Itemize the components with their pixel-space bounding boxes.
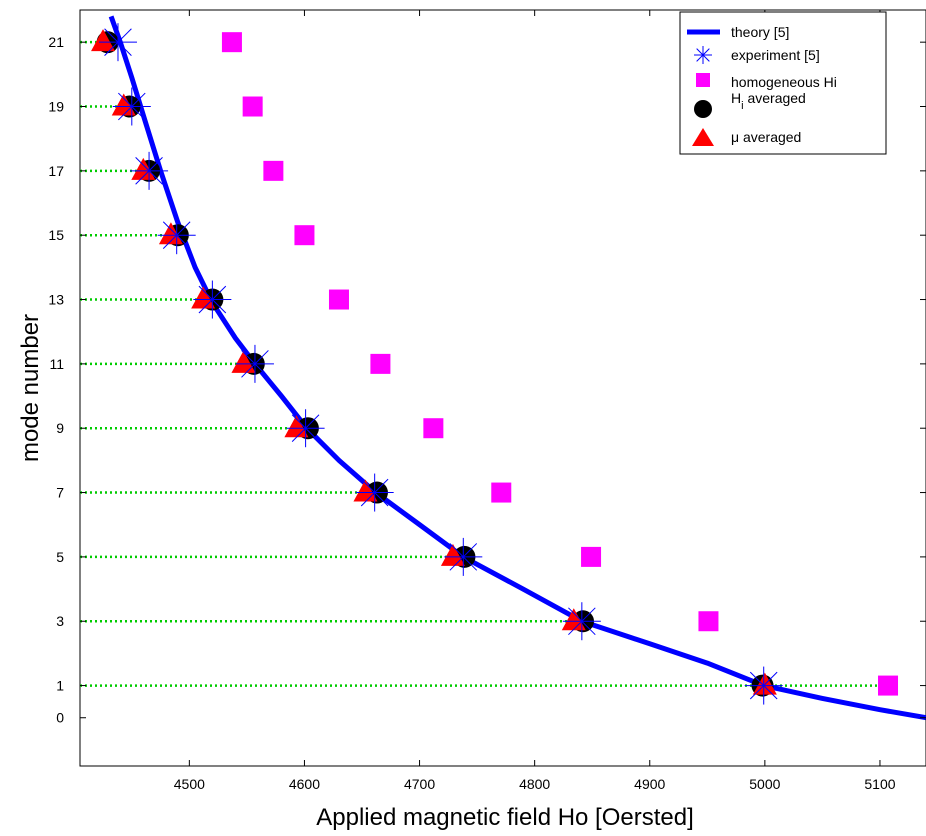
experiment-point <box>98 23 137 62</box>
experiment-point <box>744 666 783 705</box>
mu-averaged-point <box>561 608 586 631</box>
homogeneous-point <box>423 418 444 439</box>
legend: theory [5] experiment [5] homogeneous Hi… <box>679 11 887 155</box>
theory-curve <box>108 15 926 721</box>
homogeneous-point <box>263 160 284 181</box>
legend-homogeneous-label: homogeneous Hi <box>731 74 837 90</box>
x-axis-ticks: 4500 4600 4700 4800 4900 5000 5100 <box>174 10 896 792</box>
x-tick-label: 4800 <box>519 776 550 792</box>
legend-hi-label: Hi averaged <box>731 90 806 112</box>
experiment-series <box>98 23 783 705</box>
legend-mu-swatch <box>692 128 714 146</box>
x-axis-label: Applied magnetic field Ho [Oersted] <box>316 804 694 831</box>
experiment-point <box>193 280 232 319</box>
homogeneous-point <box>328 289 349 310</box>
experiment-point <box>157 216 196 255</box>
y-tick-label: 0 <box>56 710 64 726</box>
legend-hi-swatch <box>694 100 712 118</box>
x-tick-label: 5100 <box>864 776 895 792</box>
homogeneous-point <box>878 675 899 696</box>
mu-averaged-point <box>440 543 465 566</box>
experiment-point <box>130 151 169 190</box>
mu-averaged-point <box>752 672 777 695</box>
x-tick-label: 4900 <box>634 776 665 792</box>
x-tick-label: 5000 <box>749 776 780 792</box>
x-tick-label: 4500 <box>174 776 205 792</box>
legend-theory-label: theory [5] <box>731 24 789 40</box>
y-tick-label: 3 <box>56 613 64 629</box>
x-tick-label: 4700 <box>404 776 435 792</box>
y-tick-label: 9 <box>56 420 64 436</box>
legend-star-glyph <box>694 46 712 64</box>
y-tick-label: 5 <box>56 549 64 565</box>
y-tick-label: 15 <box>48 227 64 243</box>
homogeneous-point <box>370 353 391 374</box>
mu-averaged-point <box>231 350 256 373</box>
experiment-point <box>444 537 483 576</box>
y-tick-label: 21 <box>48 34 64 50</box>
experiment-point <box>112 87 151 126</box>
homogeneous-point <box>294 225 315 246</box>
theory-curve-group <box>108 15 926 721</box>
y-tick-label: 17 <box>48 163 64 179</box>
homogeneous-point <box>581 546 602 567</box>
homogeneous-point <box>242 96 263 117</box>
experiment-point <box>355 473 394 512</box>
experiment-point <box>235 344 274 383</box>
y-tick-label: 11 <box>49 356 64 372</box>
homogeneous-point <box>221 32 242 53</box>
y-tick-label: 19 <box>48 99 64 115</box>
legend-experiment-swatch <box>694 46 712 64</box>
mu-averaged-point <box>91 29 116 52</box>
y-axis-label: mode number <box>17 314 44 462</box>
homogeneous-series <box>221 32 899 696</box>
experiment-point <box>286 409 325 448</box>
homogeneous-point <box>491 482 512 503</box>
y-tick-label: 1 <box>56 678 64 694</box>
legend-mu-label: μ averaged <box>731 129 801 145</box>
y-tick-label: 7 <box>56 485 64 501</box>
x-tick-label: 4600 <box>289 776 320 792</box>
legend-experiment-label: experiment [5] <box>731 47 820 63</box>
y-tick-label: 13 <box>48 292 64 308</box>
homogeneous-point <box>698 611 719 632</box>
legend-box <box>679 11 887 155</box>
experiment-point <box>562 602 601 641</box>
mu-averaged-point <box>111 93 136 116</box>
legend-homogeneous-swatch <box>696 73 710 87</box>
